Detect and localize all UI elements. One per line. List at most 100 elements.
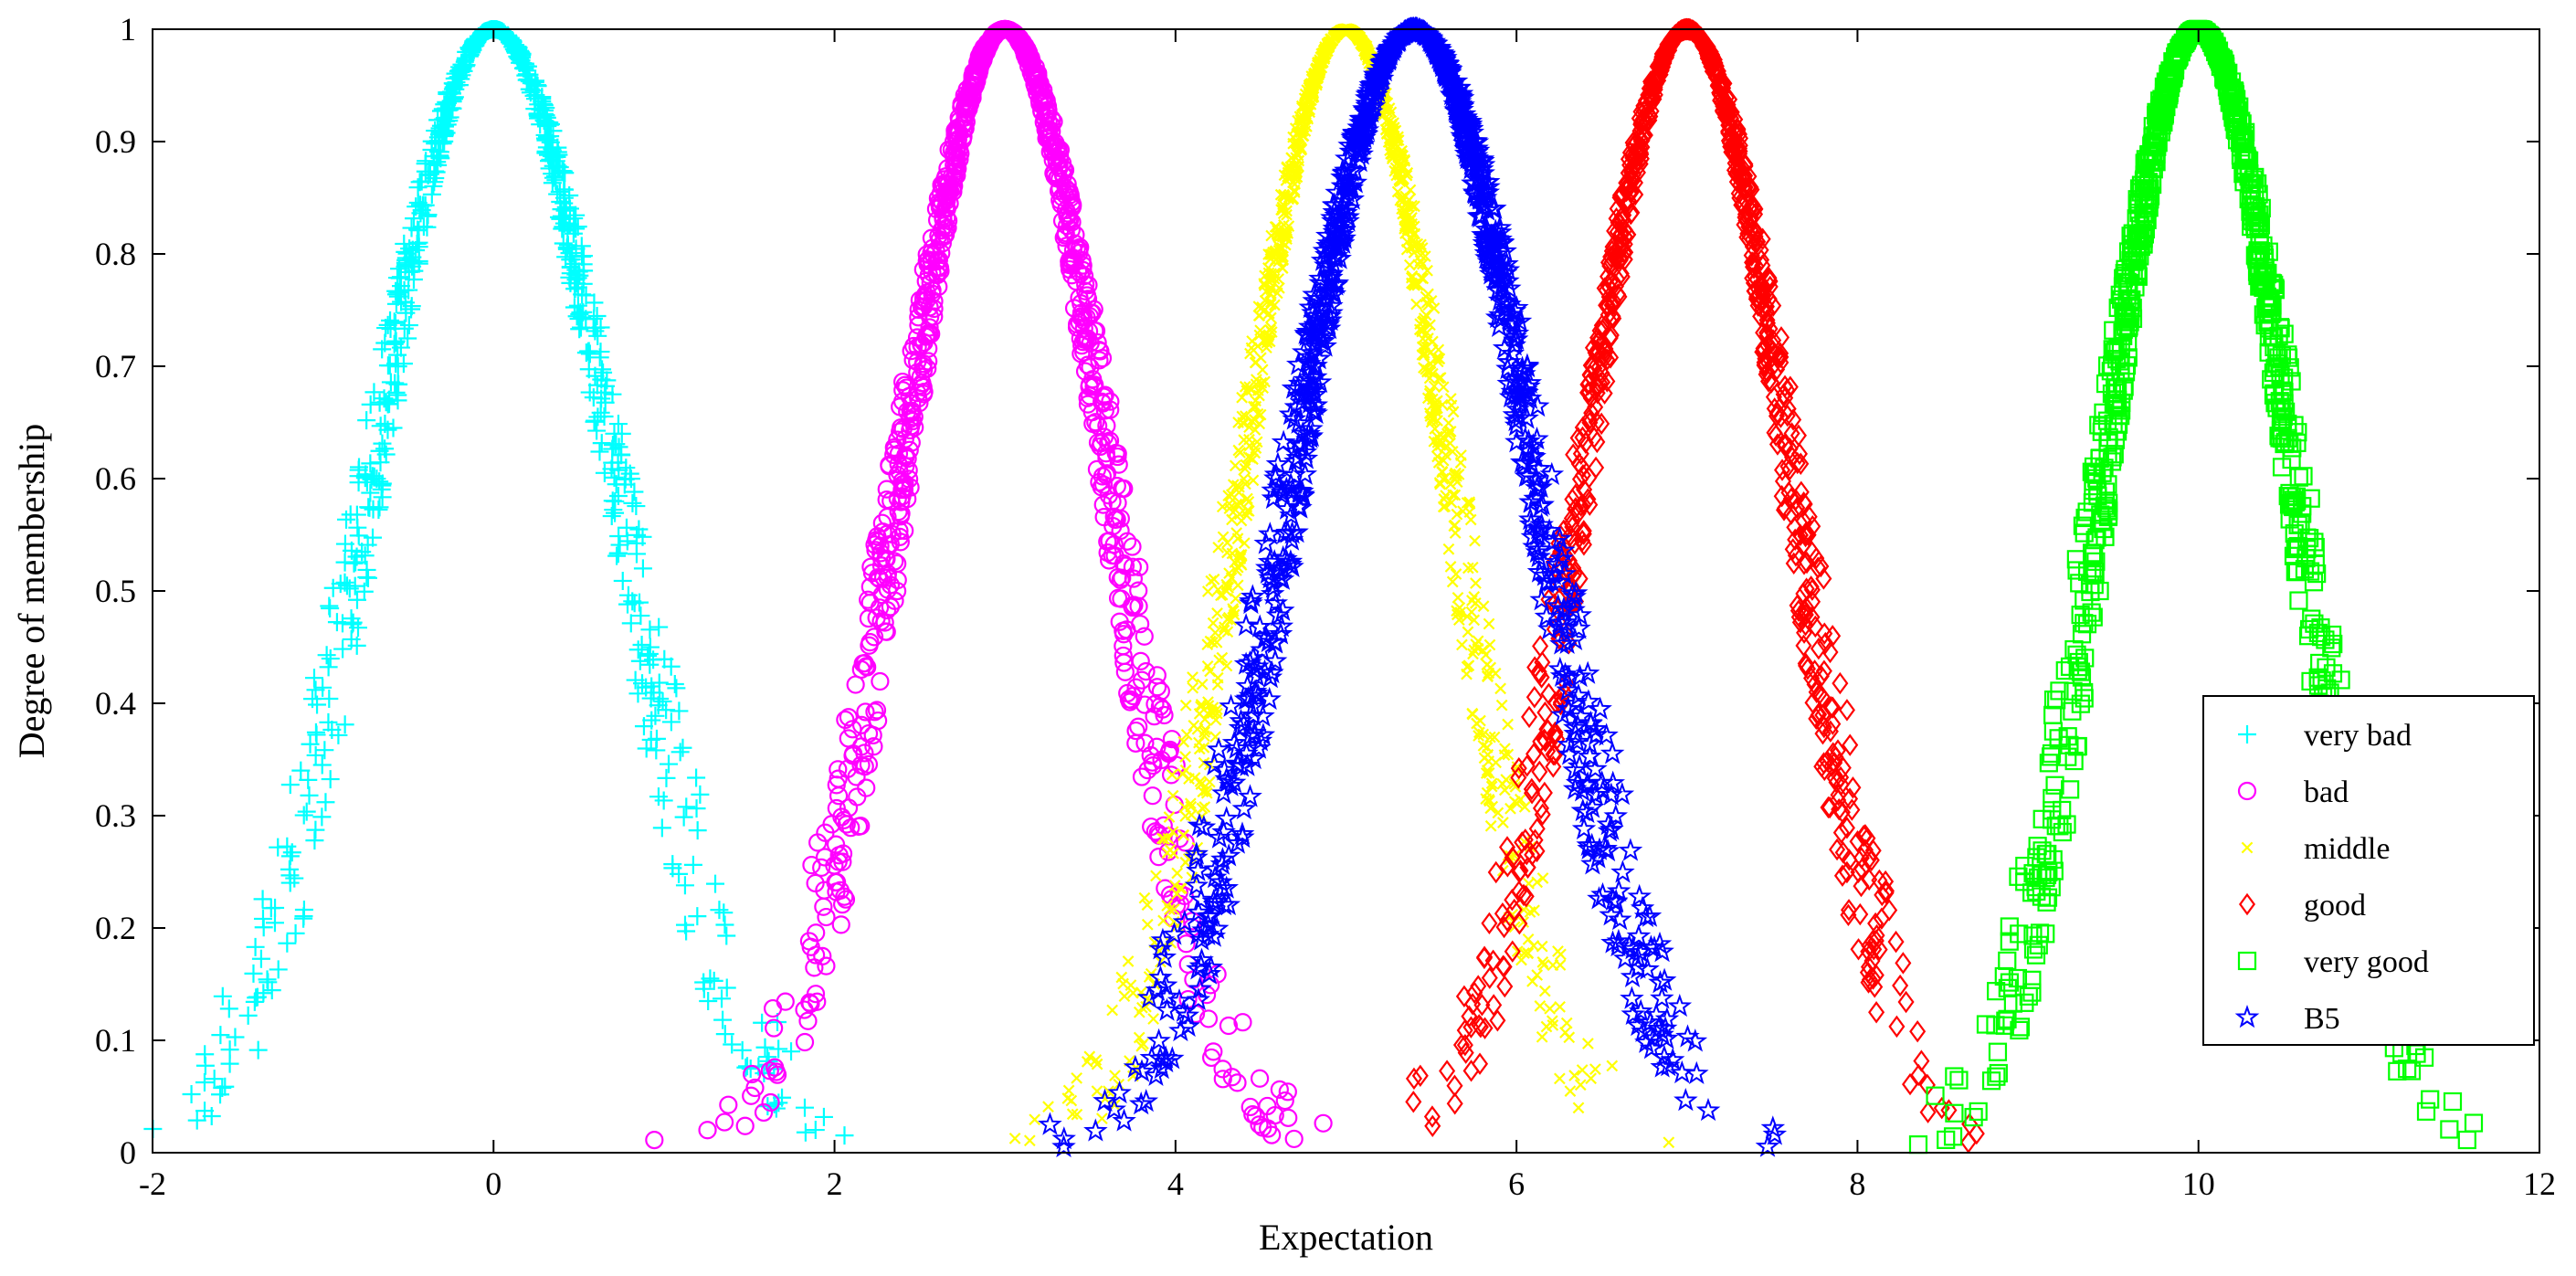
data-point xyxy=(291,761,311,780)
data-point xyxy=(822,815,841,834)
data-point xyxy=(1538,985,1551,997)
data-point xyxy=(675,915,694,934)
data-point xyxy=(623,493,642,512)
data-point xyxy=(653,691,672,711)
data-point xyxy=(1082,403,1102,422)
data-point xyxy=(375,415,395,434)
data-point xyxy=(1534,1000,1547,1012)
data-point xyxy=(665,675,684,694)
data-point xyxy=(247,988,266,1007)
data-point xyxy=(1123,597,1142,617)
data-point xyxy=(364,467,384,486)
data-point xyxy=(855,757,874,776)
data-point xyxy=(317,646,336,665)
data-point xyxy=(649,617,669,637)
data-point xyxy=(806,873,825,893)
data-point xyxy=(841,818,860,838)
data-point xyxy=(428,155,448,174)
data-point xyxy=(1442,543,1455,555)
data-point xyxy=(451,59,470,79)
data-point xyxy=(1095,1113,1108,1125)
data-point xyxy=(1073,307,1093,326)
data-point xyxy=(414,217,433,237)
data-point xyxy=(611,445,630,464)
data-point xyxy=(1895,952,1912,975)
data-point xyxy=(299,770,318,789)
data-point xyxy=(417,152,436,171)
data-point xyxy=(694,973,713,992)
data-point xyxy=(966,69,986,89)
data-point xyxy=(574,274,593,293)
data-point xyxy=(844,744,863,764)
data-point xyxy=(867,701,887,720)
data-point xyxy=(742,1086,761,1105)
data-point xyxy=(699,992,718,1011)
data-point xyxy=(1150,870,1162,882)
data-point xyxy=(782,1042,801,1061)
data-point xyxy=(417,206,437,226)
data-point xyxy=(426,121,445,141)
data-point xyxy=(590,348,609,367)
data-point xyxy=(1201,585,1214,597)
data-point xyxy=(350,458,369,477)
data-point xyxy=(864,737,883,756)
data-point xyxy=(628,640,648,659)
data-point xyxy=(663,859,682,878)
data-point xyxy=(795,1098,814,1117)
data-point xyxy=(814,1107,833,1126)
data-point xyxy=(1484,819,1497,832)
data-point xyxy=(851,659,871,680)
data-point xyxy=(538,145,557,164)
data-point xyxy=(552,206,571,226)
data-point xyxy=(349,526,368,545)
data-point xyxy=(1038,123,1057,142)
data-point xyxy=(1106,1004,1119,1017)
data-point xyxy=(1115,662,1135,681)
data-point xyxy=(251,949,270,968)
data-point xyxy=(814,897,833,916)
data-point xyxy=(1466,708,1479,721)
data-point xyxy=(262,981,281,1000)
data-point xyxy=(960,92,979,112)
data-point xyxy=(878,507,897,527)
data-point xyxy=(657,701,676,720)
data-point xyxy=(755,1038,775,1057)
data-point xyxy=(2457,1130,2476,1150)
data-point xyxy=(422,185,441,204)
data-point xyxy=(440,83,459,102)
data-point xyxy=(1202,1048,1221,1068)
data-point xyxy=(1082,303,1102,322)
data-point xyxy=(246,937,265,956)
data-point xyxy=(773,1088,792,1107)
data-point xyxy=(625,482,644,501)
data-point xyxy=(1167,755,1186,775)
data-point xyxy=(436,100,455,120)
data-point xyxy=(835,887,854,906)
data-point xyxy=(832,895,852,914)
data-point xyxy=(2306,554,2325,574)
data-point xyxy=(1572,1102,1585,1114)
data-point xyxy=(1179,751,1191,763)
data-point xyxy=(1469,534,1481,547)
data-point xyxy=(565,279,585,298)
data-point xyxy=(333,639,353,659)
data-point xyxy=(901,409,920,428)
data-point xyxy=(2289,468,2308,487)
data-point xyxy=(802,856,821,875)
data-point xyxy=(677,797,696,817)
data-point xyxy=(475,24,494,43)
data-point xyxy=(312,807,332,827)
data-point xyxy=(405,209,424,228)
data-point xyxy=(1238,537,1251,549)
data-point xyxy=(831,915,850,934)
data-point xyxy=(657,768,676,787)
data-point xyxy=(646,706,665,725)
data-point xyxy=(626,670,645,690)
data-point xyxy=(1554,1000,1566,1013)
data-point xyxy=(370,393,389,412)
data-point xyxy=(574,247,593,266)
data-point xyxy=(254,984,273,1003)
data-point xyxy=(1888,1015,1906,1039)
data-point xyxy=(335,553,354,572)
